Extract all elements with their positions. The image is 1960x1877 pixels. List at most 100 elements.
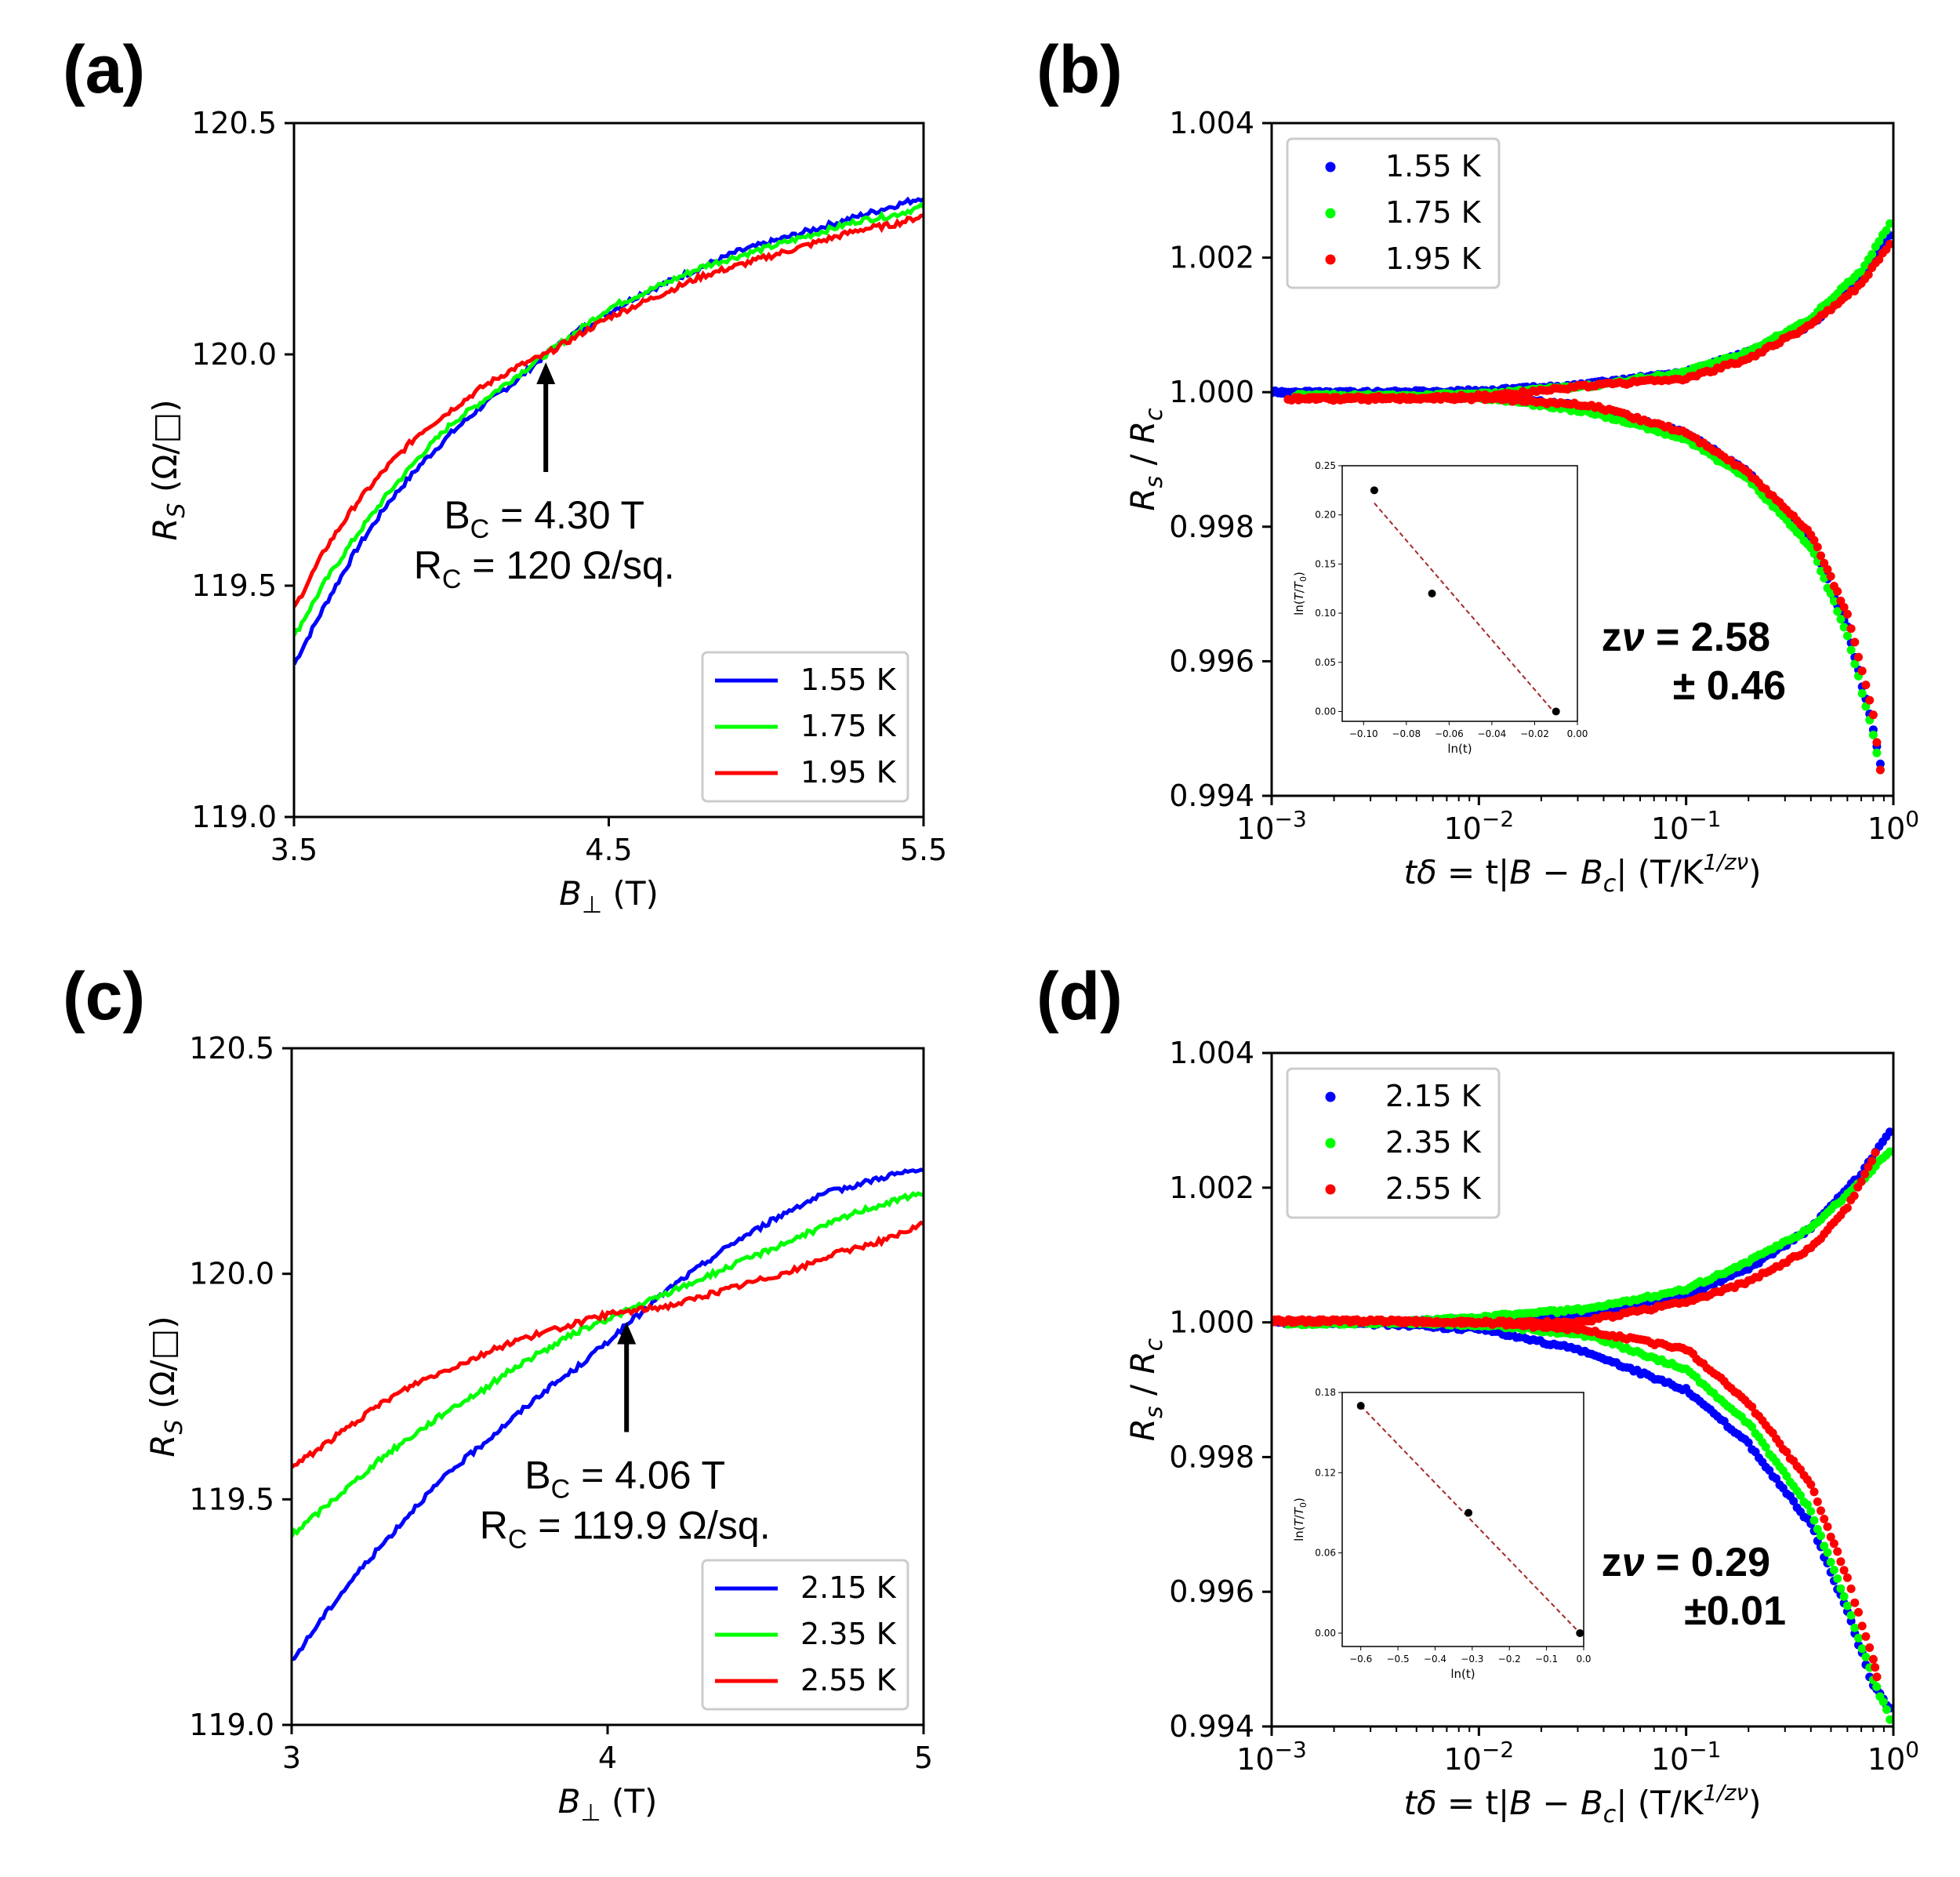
data-point: [1886, 1147, 1893, 1156]
data-point: [1850, 659, 1860, 669]
data-point: [1886, 1715, 1893, 1724]
legend-label: 2.35 K: [800, 1617, 897, 1651]
data-point: [1820, 574, 1829, 583]
data-point: [1820, 1514, 1829, 1523]
legend-label: 2.15 K: [1385, 1079, 1482, 1113]
x-tick-label: 10−1: [1651, 1737, 1722, 1777]
inset-y-label: ln(T/T0): [1292, 572, 1308, 615]
legend: 1.55 K 1.75 K 1.95 K: [1286, 137, 1501, 289]
data-point: [1836, 596, 1846, 605]
data-point: [1878, 1697, 1888, 1707]
data-point: [1813, 1497, 1822, 1506]
data-point: [1857, 1644, 1867, 1654]
data-point: [1886, 1127, 1893, 1137]
data-point: [1861, 1652, 1871, 1661]
plot-area: [1272, 1127, 1893, 1724]
data-point: [1864, 270, 1873, 279]
x-tick-label: 5.5: [900, 833, 947, 867]
legend: 2.15 K 2.35 K 2.55 K: [1286, 1067, 1501, 1219]
series-line: [294, 201, 924, 637]
data-point: [1846, 645, 1856, 655]
critical-resistance-text: RC = 120 Ω/sq.: [414, 543, 675, 594]
inset-x-tick-label: −0.02: [1520, 728, 1549, 739]
data-point: [1806, 1480, 1816, 1489]
legend-label: 1.95 K: [800, 755, 897, 790]
legend-box: [701, 651, 909, 803]
inset-fit-line: [1359, 1405, 1581, 1634]
inset-x-tick-label: −0.6: [1349, 1654, 1372, 1665]
legend: 2.15 K 2.35 K 2.55 K: [701, 1559, 909, 1711]
data-point: [1748, 1422, 1757, 1432]
data-point: [1854, 1633, 1863, 1643]
data-point: [1875, 765, 1885, 775]
data-point: [1817, 1531, 1825, 1541]
y-tick-label: 0.994: [1169, 779, 1254, 813]
data-point: [1829, 1566, 1838, 1574]
data-point: [1809, 549, 1819, 558]
data-point: [1817, 567, 1825, 575]
data-point: [1857, 1621, 1867, 1631]
legend-label: 1.55 K: [1385, 149, 1482, 183]
x-tick-label: 4.5: [585, 833, 632, 867]
y-axis-label: Rs / Rc: [1123, 408, 1168, 511]
inset-x-tick-label: 0.00: [1567, 728, 1588, 739]
data-point: [1839, 1566, 1849, 1575]
x-axis-label: B⊥ (T): [558, 1782, 658, 1827]
x-tick-label: 10−1: [1651, 806, 1722, 846]
data-point: [1761, 1443, 1770, 1452]
legend-box: [1286, 1067, 1501, 1219]
inset-frame: [1341, 465, 1578, 722]
data-point: [1833, 1547, 1842, 1556]
data-point: [1867, 249, 1877, 259]
critical-exponent-error: ±0.01: [1684, 1588, 1786, 1634]
data-point: [1813, 1524, 1822, 1534]
x-axis-label: tδ = t|B − Bc| (T/K1/zν): [1404, 1780, 1762, 1828]
legend-label: 1.95 K: [1385, 241, 1482, 276]
legend-swatch: [1325, 1091, 1336, 1102]
x-axis-label: tδ = t|B − Bc| (T/K1/zν): [1404, 849, 1762, 898]
y-tick-label: 1.002: [1169, 241, 1254, 275]
y-tick-label: 119.5: [189, 1482, 274, 1516]
inset-x-tick-label: 0.0: [1576, 1654, 1591, 1665]
x-tick-label: 4: [598, 1741, 617, 1775]
panel-a: (a) 119.0 119.5 120.0 120.5 3.5 4.5 5.5 B⊥ (T) RS…: [63, 32, 947, 919]
inset-y-tick-label: 0.00: [1315, 1628, 1336, 1639]
data-point: [1850, 1623, 1860, 1632]
inset-x-tick-label: −0.1: [1535, 1654, 1558, 1665]
x-tick-label: 100: [1867, 806, 1919, 846]
legend-swatch: [1325, 1138, 1336, 1149]
plot-area: [294, 196, 924, 666]
series-points: [1272, 1148, 1882, 1682]
legend-swatch: [1325, 208, 1336, 219]
data-point: [1886, 239, 1893, 249]
inset-point: [1428, 590, 1436, 597]
y-axis-label: RS (Ω/□): [146, 399, 191, 540]
data-point: [1748, 1402, 1757, 1411]
inset-point: [1465, 1508, 1473, 1517]
data-point: [1857, 267, 1866, 277]
series-line: [294, 196, 924, 666]
data-point: [1882, 226, 1891, 235]
data-point: [1836, 1557, 1846, 1567]
y-tick-label: 0.994: [1169, 1709, 1254, 1744]
data-point: [1872, 748, 1882, 757]
inset-x-tick-label: −0.4: [1424, 1654, 1446, 1665]
inset-point: [1576, 1628, 1584, 1637]
inset-plot: −0.10 −0.08 −0.06 −0.04 −0.02 0.00 0.00 0.05 0.1…: [1292, 460, 1588, 756]
y-tick-label: 120.5: [191, 106, 277, 140]
data-point: [1839, 1592, 1849, 1601]
data-point: [1865, 695, 1875, 705]
inset-x-tick-label: −0.08: [1392, 728, 1421, 739]
data-point: [1789, 1497, 1798, 1506]
inset-y-tick-label: 0.15: [1315, 558, 1336, 569]
plot-area: [1272, 219, 1893, 775]
data-point: [1839, 603, 1849, 612]
data-point: [1823, 1548, 1832, 1557]
data-point: [1833, 586, 1842, 596]
arrow-head: [536, 362, 556, 384]
data-point: [1842, 1601, 1852, 1610]
legend-label: 2.35 K: [1385, 1125, 1482, 1160]
data-point: [1817, 1506, 1825, 1516]
y-tick-label: 120.0: [191, 337, 277, 372]
